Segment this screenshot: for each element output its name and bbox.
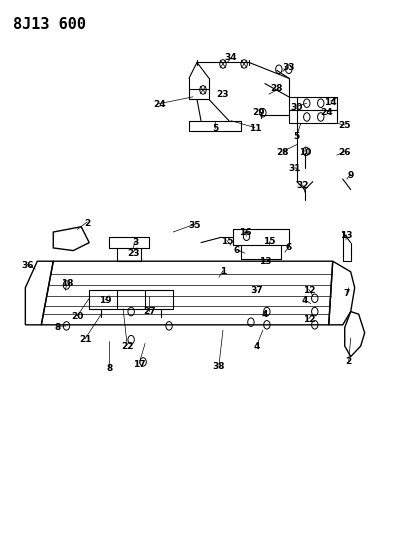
Text: 13: 13 (258, 257, 270, 265)
Text: 23: 23 (216, 90, 229, 99)
Text: 12: 12 (302, 286, 314, 295)
Text: 22: 22 (121, 342, 133, 351)
Text: 6: 6 (285, 244, 291, 253)
Text: 15: 15 (220, 237, 233, 246)
Text: 29: 29 (252, 108, 265, 117)
Text: 24: 24 (320, 108, 332, 117)
Text: 24: 24 (152, 100, 165, 109)
Text: 27: 27 (142, 307, 155, 316)
Text: 4: 4 (301, 296, 307, 305)
Text: 21: 21 (79, 335, 91, 344)
Text: 34: 34 (224, 53, 237, 62)
Text: 2: 2 (345, 358, 351, 367)
Text: 8: 8 (106, 364, 112, 373)
Text: 26: 26 (338, 148, 350, 157)
Text: 2: 2 (84, 219, 90, 228)
Text: 5: 5 (293, 132, 299, 141)
Text: 28: 28 (270, 84, 282, 93)
Text: 13: 13 (340, 231, 352, 240)
Text: 23: 23 (127, 249, 139, 258)
Text: 28: 28 (276, 148, 288, 157)
Text: 18: 18 (61, 279, 73, 288)
Text: 6: 6 (233, 246, 239, 255)
Text: 17: 17 (132, 360, 145, 369)
Text: 5: 5 (211, 124, 218, 133)
Text: 32: 32 (296, 181, 308, 190)
Text: 19: 19 (99, 296, 111, 305)
Text: 25: 25 (338, 122, 350, 131)
Text: 36: 36 (21, 261, 34, 270)
Text: 16: 16 (238, 228, 251, 237)
Text: 33: 33 (282, 63, 294, 72)
Text: 7: 7 (343, 288, 349, 297)
Text: 30: 30 (290, 103, 302, 112)
Text: 11: 11 (248, 124, 261, 133)
Text: 8: 8 (54, 323, 60, 332)
Text: 4: 4 (261, 310, 267, 319)
Text: 4: 4 (253, 342, 259, 351)
Text: 8J13 600: 8J13 600 (13, 17, 86, 33)
Text: 3: 3 (132, 238, 138, 247)
Text: 15: 15 (262, 237, 274, 246)
Text: 12: 12 (302, 315, 314, 324)
Text: 10: 10 (298, 148, 310, 157)
Text: 31: 31 (288, 164, 300, 173)
Text: 20: 20 (71, 312, 83, 321)
Text: 38: 38 (212, 362, 225, 370)
Text: 14: 14 (324, 98, 336, 107)
Text: 1: 1 (219, 268, 225, 276)
Text: 35: 35 (188, 221, 201, 230)
Text: 37: 37 (250, 286, 263, 295)
Text: 9: 9 (346, 171, 353, 180)
